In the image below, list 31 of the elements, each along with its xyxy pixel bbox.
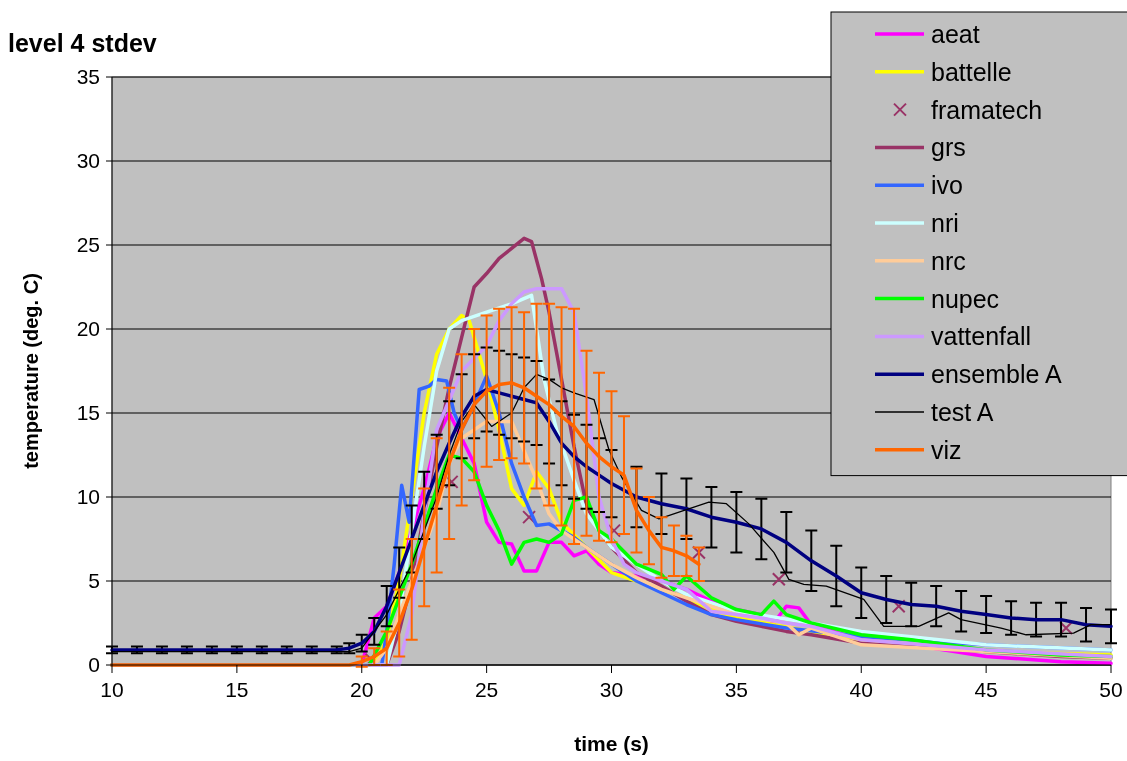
legend-label: nrc [931, 246, 966, 275]
legend-label: aeat [931, 20, 980, 48]
y-axis-title: temperature (deg. C) [20, 273, 42, 469]
x-tick-label: 40 [849, 678, 873, 701]
y-tick-label: 10 [76, 485, 100, 508]
x-tick-label: 50 [1099, 678, 1123, 701]
legend-label: viz [931, 435, 962, 464]
legend-label: battelle [931, 57, 1012, 86]
legend-label: nri [931, 209, 959, 237]
y-tick-label: 30 [76, 149, 100, 172]
y-tick-label: 25 [76, 233, 100, 256]
y-tick-label: 20 [76, 317, 100, 340]
legend-label: ivo [931, 171, 963, 200]
legend-label: grs [931, 133, 966, 162]
legend-label: nupec [931, 284, 1000, 313]
legend-label: test A [931, 398, 994, 426]
x-tick-label: 25 [474, 678, 499, 701]
x-tick-label: 30 [599, 678, 624, 701]
x-tick-label: 45 [974, 678, 998, 701]
y-tick-label: 5 [88, 569, 100, 592]
x-axis-title: time (s) [574, 732, 649, 755]
x-tick-label: 15 [225, 678, 249, 701]
legend-label: ensemble A [931, 360, 1062, 389]
y-tick-label: 0 [88, 653, 100, 676]
y-tick-label: 15 [76, 401, 100, 424]
x-tick-label: 35 [724, 678, 749, 701]
chart-title: level 4 stdev [8, 29, 157, 57]
x-tick-label: 20 [350, 678, 374, 701]
legend-label: vattenfall [931, 322, 1032, 351]
y-tick-label: 35 [76, 65, 100, 88]
legend-label: framatech [931, 95, 1043, 124]
